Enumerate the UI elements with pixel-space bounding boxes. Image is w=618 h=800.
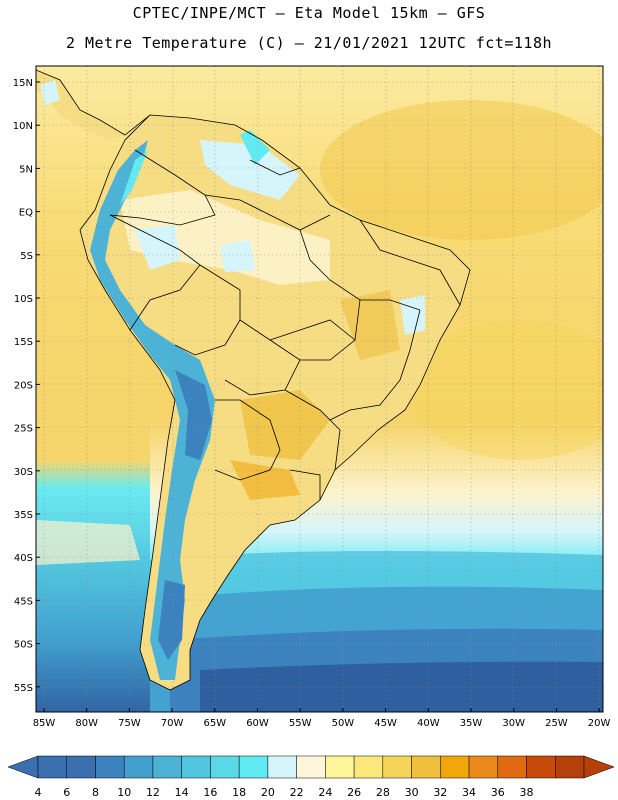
lon-label: 20W <box>588 718 611 729</box>
colorbar-swatch <box>37 755 67 779</box>
lat-label: 5S <box>20 251 33 262</box>
colorbar-label: 4 <box>35 786 42 799</box>
lat-label: 55S <box>14 683 33 694</box>
colorbar-swatch <box>238 755 269 779</box>
lat-label: EQ <box>19 208 33 219</box>
colorbar-label: 30 <box>405 786 419 799</box>
colorbar-label: 26 <box>347 786 361 799</box>
colorbar-swatch <box>353 755 384 779</box>
colorbar-label: 28 <box>376 786 390 799</box>
longitude-labels: 85W 80W 75W 70W 65W 60W 55W 50W 45W 40W 35W 30W 25W 2… <box>33 708 611 729</box>
colorbar-swatch <box>382 755 412 779</box>
lat-label: 20S <box>14 380 33 391</box>
pacific-cold-region <box>36 320 150 712</box>
map-field <box>36 66 603 712</box>
colorbar-swatch <box>497 755 527 779</box>
colorbar-label: 10 <box>117 786 131 799</box>
lon-label: 75W <box>118 718 141 729</box>
lat-label: 15N <box>13 78 33 89</box>
colorbar-label: 22 <box>290 786 304 799</box>
colorbar-label: 6 <box>63 786 70 799</box>
colorbar-arrow-low <box>7 755 39 779</box>
colorbar-label: 16 <box>203 786 217 799</box>
lon-label: 55W <box>289 718 312 729</box>
lon-label: 65W <box>203 718 226 729</box>
lon-label: 45W <box>374 718 397 729</box>
map-title: CPTEC/INPE/MCT – Eta Model 15km – GFS <box>132 4 486 22</box>
map-subtitle: 2 Metre Temperature (C) – 21/01/2021 12U… <box>65 34 553 52</box>
lat-label: 40S <box>14 553 33 564</box>
colorbar-swatch <box>526 755 556 779</box>
colorbar-label: 38 <box>520 786 534 799</box>
colorbar-swatch <box>210 755 240 779</box>
lon-label: 25W <box>545 718 568 729</box>
colorbar-label: 12 <box>146 786 160 799</box>
colorbar-arrow-high <box>583 755 615 779</box>
colorbar-swatch <box>468 755 499 779</box>
latitude-labels: 15N 10N 5N EQ 5S 10S 15S 20S 25S 30S 35S 40S 45S 50S 5… <box>13 78 40 694</box>
colorbar-label: 20 <box>261 786 275 799</box>
lon-label: 40W <box>417 718 440 729</box>
lat-label: 35S <box>14 510 33 521</box>
colorbar-label: 36 <box>491 786 505 799</box>
grid-lines <box>36 66 603 712</box>
colorbar-label: 32 <box>433 786 447 799</box>
lon-label: 60W <box>246 718 269 729</box>
colorbar-swatch <box>66 755 96 779</box>
map-frame <box>35 65 604 713</box>
country-borders <box>36 69 471 691</box>
colorbar-label: 34 <box>462 786 476 799</box>
lon-label: 30W <box>502 718 525 729</box>
lat-label: 15S <box>14 337 33 348</box>
lat-label: 50S <box>14 640 33 651</box>
lat-label: 10S <box>14 294 33 305</box>
lat-label: 10N <box>13 121 33 132</box>
colorbar-swatch <box>555 755 585 779</box>
lon-label: 35W <box>460 718 483 729</box>
colorbar: 4 6 8 10 12 14 16 18 20 22 24 26 28 30 32 34 36 38 <box>7 755 615 799</box>
colorbar-swatch <box>411 755 441 779</box>
colorbar-swatch <box>152 755 182 779</box>
colorbar-swatch <box>325 755 355 779</box>
colorbar-swatch <box>267 755 297 779</box>
lat-label: 30S <box>14 467 33 478</box>
colorbar-swatch <box>296 755 326 779</box>
colorbar-swatch <box>123 755 154 779</box>
lon-label: 70W <box>161 718 184 729</box>
lon-label: 80W <box>75 718 98 729</box>
colorbar-label: 18 <box>232 786 246 799</box>
colorbar-swatch <box>181 755 211 779</box>
colorbar-swatch <box>95 755 125 779</box>
lat-label: 5N <box>19 164 33 175</box>
colorbar-label: 14 <box>175 786 189 799</box>
colorbar-label: 24 <box>318 786 332 799</box>
colorbar-label: 8 <box>92 786 99 799</box>
lon-label: 85W <box>33 718 56 729</box>
lon-label: 50W <box>332 718 355 729</box>
lat-label: 45S <box>14 596 33 607</box>
colorbar-swatch <box>440 755 470 779</box>
lat-label: 25S <box>14 424 33 435</box>
